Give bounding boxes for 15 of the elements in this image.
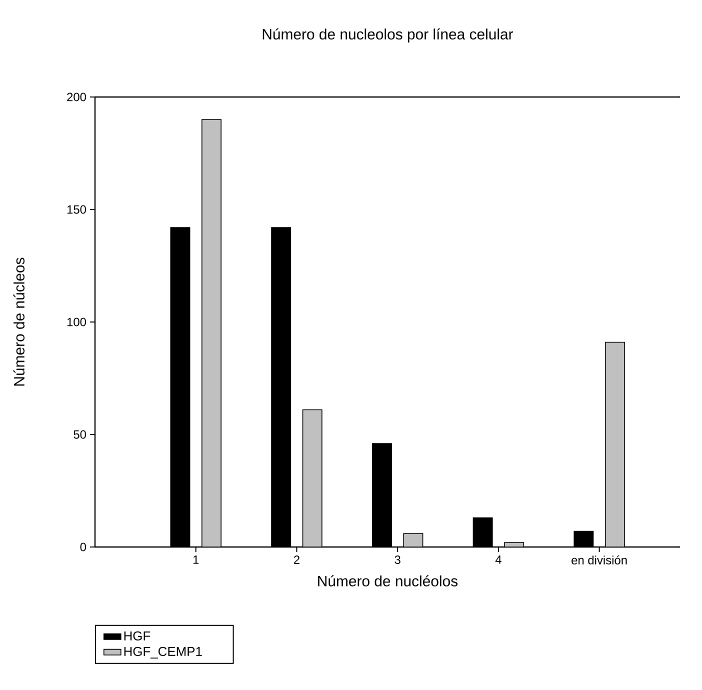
legend-label: HGF	[124, 631, 150, 641]
y-tick-label: 100	[67, 318, 86, 326]
y-tick-label: 0	[80, 542, 86, 552]
x-axis-title: Número de nucléolos	[318, 575, 458, 586]
y-tick-label: 150	[67, 205, 86, 214]
y-tick-label: 200	[67, 92, 86, 102]
y-axis-title: Número de núcleos	[13, 258, 25, 386]
x-tick-label: 1	[193, 556, 199, 564]
x-tick-label: en división	[572, 556, 627, 564]
chart-title: Número de nucleolos por línea celular	[262, 28, 514, 42]
legend-label: HGF_CEMP1	[124, 646, 202, 658]
x-tick-label: 2	[294, 556, 300, 564]
x-tick-label: 4	[495, 556, 502, 564]
y-tick-label: 50	[74, 430, 86, 439]
x-tick-label: 3	[394, 556, 400, 564]
